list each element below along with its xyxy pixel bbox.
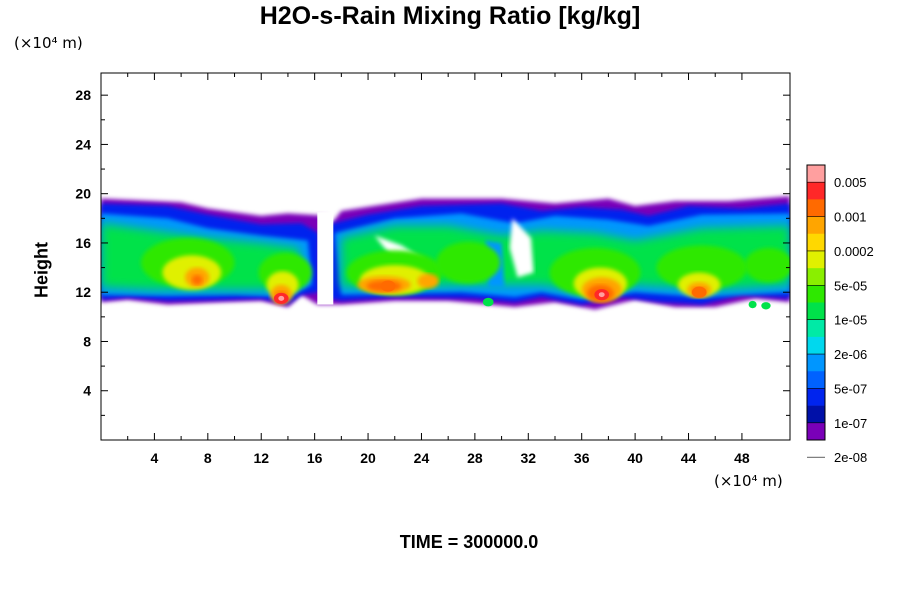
colorbar-label: 2e-08 — [834, 450, 867, 465]
yellowgreen-core — [436, 241, 501, 284]
isolated-cell — [748, 300, 757, 309]
x-axis-unit: (×10⁴ m) — [714, 472, 783, 490]
colorbar-swatch — [807, 250, 825, 269]
y-tick-label: 4 — [83, 383, 91, 399]
plot-frame — [100, 72, 791, 441]
x-tick-label: 20 — [360, 450, 376, 466]
x-tick-label: 28 — [467, 450, 483, 466]
x-tick-label: 32 — [520, 450, 536, 466]
peak-core — [278, 295, 285, 301]
y-tick-label: 8 — [83, 333, 91, 349]
colorbar-swatch — [807, 388, 825, 406]
yellowgreen-core — [656, 245, 748, 290]
x-tick-label: 4 — [151, 450, 159, 466]
colorbar-label: 5e-05 — [834, 278, 867, 293]
y-tick-label: 16 — [75, 235, 91, 251]
y-tick-label: 24 — [75, 136, 91, 152]
x-tick-label: 16 — [307, 450, 323, 466]
colorbar-label: 0.001 — [834, 210, 867, 225]
x-tick-label: 24 — [414, 450, 430, 466]
x-tick-label: 8 — [204, 450, 212, 466]
y-tick-label: 12 — [75, 284, 91, 300]
orange-core — [417, 273, 439, 289]
x-tick-label: 40 — [627, 450, 643, 466]
mixing-ratio-field — [101, 196, 790, 310]
colorbar-swatch — [807, 336, 825, 355]
y-tick-label: 28 — [75, 87, 91, 103]
colorbar-label: 0.005 — [834, 175, 867, 190]
colorbar-label: 1e-05 — [834, 313, 867, 328]
colorbar-swatch — [807, 319, 825, 338]
colorbar-swatch — [807, 268, 825, 286]
colorbar-swatch — [807, 233, 825, 252]
colorbar-swatch — [807, 216, 825, 235]
colorbar-swatch — [807, 199, 825, 217]
x-tick-label: 48 — [734, 450, 750, 466]
max-core-0.001 — [691, 286, 707, 298]
max-core-0.001 — [380, 280, 396, 292]
colorbar-swatch — [807, 285, 825, 303]
colorbar: 0.005 0.001 0.0002 5e-05 1e-05 2e-06 5e-07 1e-0… — [806, 164, 874, 465]
colorbar-label: 0.0002 — [834, 244, 874, 259]
yellowgreen-core — [744, 247, 790, 283]
isolated-cell — [761, 302, 771, 310]
time-label: TIME = 300000.0 — [399, 532, 539, 552]
isolated-cell — [482, 297, 494, 307]
colorbar-frame — [806, 164, 826, 441]
colorbar-label: 2e-06 — [834, 347, 867, 362]
orange-core — [191, 274, 203, 285]
x-tick-label: 36 — [574, 450, 590, 466]
chart-title: H2O-s-Rain Mixing Ratio [kg/kg] — [259, 2, 641, 30]
y-axis-unit: (×10⁴ m) — [14, 34, 83, 52]
colorbar-swatch — [807, 182, 825, 200]
colorbar-swatch — [807, 422, 825, 441]
y-tick-label: 20 — [75, 186, 91, 202]
clear-column — [317, 212, 334, 305]
x-tick-label: 44 — [681, 450, 697, 466]
clear-notch — [509, 218, 534, 278]
colorbar-label: 5e-07 — [834, 381, 867, 396]
colorbar-swatch — [807, 165, 825, 183]
colorbar-swatch — [807, 371, 825, 389]
colorbar-swatch — [807, 302, 825, 320]
colorbar-swatch — [807, 405, 825, 424]
peak-core — [598, 292, 605, 298]
x-tick-label: 12 — [253, 450, 269, 466]
field-layers — [101, 196, 790, 310]
colorbar-swatch — [807, 354, 825, 372]
colorbar-label: 1e-07 — [834, 416, 867, 431]
